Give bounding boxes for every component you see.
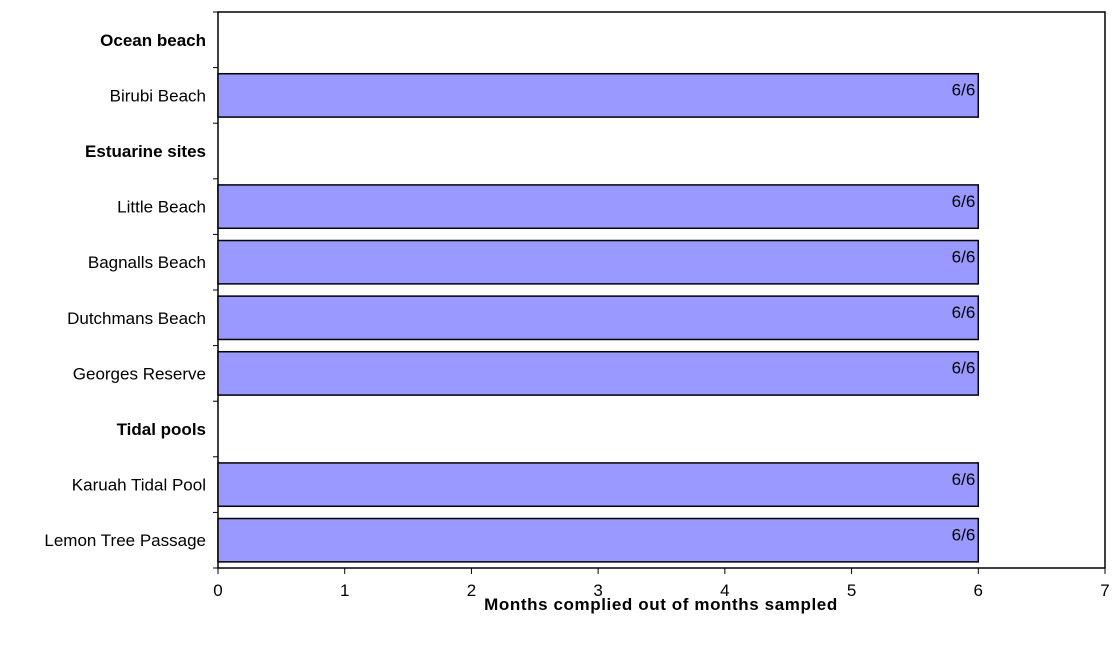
category-heading-label: Ocean beach	[100, 31, 206, 50]
bar-data-label: 6/6	[952, 526, 976, 545]
category-label: Georges Reserve	[73, 364, 206, 383]
category-label: Bagnalls Beach	[88, 253, 206, 272]
x-axis-title: Months complied out of months sampled	[484, 595, 838, 614]
x-tick-label: 3	[593, 581, 602, 600]
x-tick-label: 4	[720, 581, 729, 600]
bar	[217, 72, 980, 118]
bar-data-label: 6/6	[952, 470, 976, 489]
category-label: Dutchmans Beach	[67, 309, 206, 328]
bar	[217, 517, 980, 563]
category-label: Little Beach	[117, 198, 206, 217]
bars-group: 6/6 6/6 6/6 6/6 6/6 6/6 6/6	[217, 72, 980, 563]
x-tick-label: 1	[340, 581, 349, 600]
x-tick-label: 0	[213, 581, 222, 600]
x-tick-label: 5	[847, 581, 856, 600]
category-label: Karuah Tidal Pool	[72, 476, 206, 495]
bar-data-label: 6/6	[952, 81, 976, 100]
category-heading-label: Tidal pools	[117, 420, 206, 439]
x-tick-label: 7	[1100, 581, 1109, 600]
bar	[217, 350, 980, 396]
category-label: Birubi Beach	[110, 86, 206, 105]
x-tick-label: 6	[974, 581, 983, 600]
bar-data-label: 6/6	[952, 192, 976, 211]
category-heading-label: Estuarine sites	[85, 142, 206, 161]
x-axis-ticks: 0 1 2 3 4 5 6 7	[213, 568, 1110, 600]
bar-data-label: 6/6	[952, 303, 976, 322]
y-axis-ticks	[213, 11, 218, 569]
bar	[217, 184, 980, 230]
bar	[217, 462, 980, 508]
x-tick-label: 2	[467, 581, 476, 600]
category-label: Lemon Tree Passage	[44, 531, 206, 550]
bar	[217, 295, 980, 341]
y-axis-labels: Ocean beach Birubi Beach Estuarine sites Li…	[44, 31, 206, 550]
bar-data-label: 6/6	[952, 359, 976, 378]
bar	[217, 239, 980, 285]
bar-data-label: 6/6	[952, 248, 976, 267]
